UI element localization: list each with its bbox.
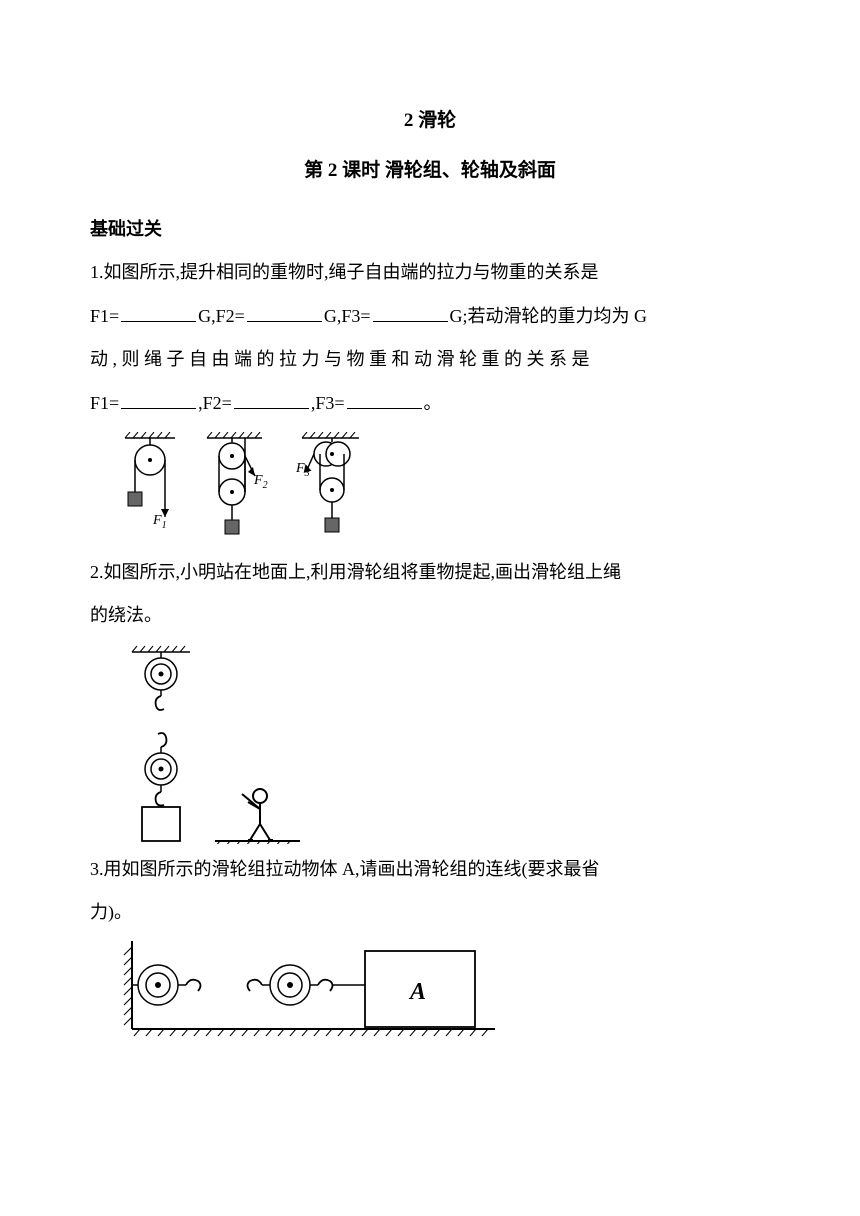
q1-line3: 动,则绳子自由端的拉力与物重和动滑轮重的关系是 xyxy=(90,340,770,380)
q2-line1: 2.如图所示,小明站在地面上,利用滑轮组将重物提起,画出滑轮组上绳 xyxy=(90,553,770,593)
q3-line2: 力)。 xyxy=(90,893,770,933)
pulley-diagram-2: F2 xyxy=(202,432,272,547)
q1-line4-end: 。 xyxy=(424,393,442,413)
q2-figure xyxy=(120,644,770,844)
q1-line4: F1= ,F2= ,F3= 。 xyxy=(90,384,770,424)
q1-f1b-label: F1= xyxy=(90,393,119,413)
q1-f2b-label: ,F2= xyxy=(198,393,232,413)
blank xyxy=(373,304,448,322)
pulley-person-diagram xyxy=(120,644,320,844)
f2-sub: 2 xyxy=(263,480,268,491)
pulley-diagram-1: F1 xyxy=(120,432,180,547)
q3-line1: 3.用如图所示的滑轮组拉动物体 A,请画出滑轮组的连线(要求最省 xyxy=(90,850,770,890)
section-header: 基础过关 xyxy=(90,210,770,250)
blank xyxy=(247,304,322,322)
title-main: 2 滑轮 xyxy=(90,100,770,142)
blank xyxy=(347,391,422,409)
q1-f3b-label: ,F3= xyxy=(311,393,345,413)
q1-line2: F1= G,F2= G,F3= G;若动滑轮的重力均为 G xyxy=(90,297,770,337)
svg-text:F2: F2 xyxy=(253,473,268,491)
f3-label: F xyxy=(295,461,305,476)
f3-sub: 3 xyxy=(304,468,310,479)
q1-line2-end: G;若动滑轮的重力均为 G xyxy=(450,306,648,326)
box-a-label: A xyxy=(408,979,426,1005)
q1-f1-label: F1= xyxy=(90,306,119,326)
blank xyxy=(121,304,196,322)
f1-sub: 1 xyxy=(162,520,167,531)
q2-line2: 的绕法。 xyxy=(90,596,770,636)
horizontal-pulley-diagram: A xyxy=(120,941,500,1041)
svg-text:F3: F3 xyxy=(295,461,310,479)
q3-figure: A xyxy=(120,941,770,1041)
f1-label: F xyxy=(152,513,162,528)
blank xyxy=(234,391,309,409)
blank xyxy=(121,391,196,409)
q1-figures: F1 F2 F3 xyxy=(120,432,770,547)
title-sub: 第 2 课时 滑轮组、轮轴及斜面 xyxy=(90,150,770,192)
q1-f2-label: G,F2= xyxy=(198,306,245,326)
f2-label: F xyxy=(253,473,263,488)
q1-f3-label: G,F3= xyxy=(324,306,371,326)
q1-line1: 1.如图所示,提升相同的重物时,绳子自由端的拉力与物重的关系是 xyxy=(90,253,770,293)
pulley-diagram-3: F3 xyxy=(294,432,364,547)
